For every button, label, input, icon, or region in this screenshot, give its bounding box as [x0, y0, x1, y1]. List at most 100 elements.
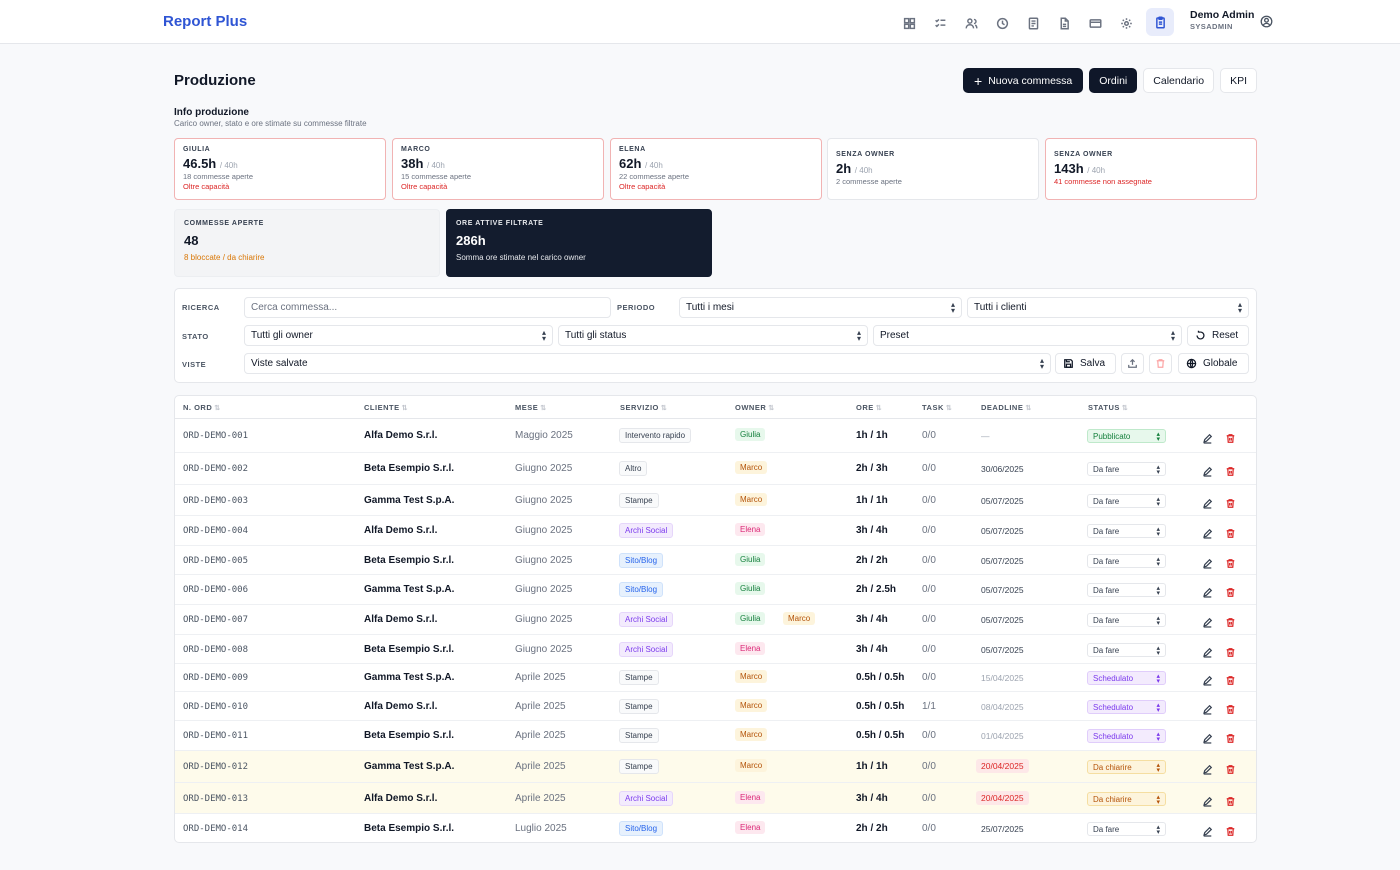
- order-number[interactable]: ORD-DEMO-006: [183, 585, 249, 595]
- trash-icon[interactable]: [1225, 496, 1236, 508]
- reset-button[interactable]: Reset: [1187, 325, 1249, 346]
- edit-icon[interactable]: [1202, 702, 1213, 715]
- edit-icon[interactable]: [1202, 464, 1213, 477]
- col-header-mese[interactable]: MESE ⇅: [515, 403, 547, 412]
- status-select[interactable]: Schedulato ▴ ▾: [1087, 729, 1166, 743]
- owner-card-giulia[interactable]: GIULIA 46.5h / 40h 18 commesse aperte Ol…: [174, 138, 386, 200]
- col-header-cliente[interactable]: CLIENTE ⇅: [364, 403, 408, 412]
- client-select[interactable]: Tutti i clienti ▴ ▾: [967, 297, 1249, 318]
- status-select[interactable]: Da fare ▴ ▾: [1087, 613, 1166, 627]
- trash-icon[interactable]: [1225, 702, 1236, 714]
- trash-icon[interactable]: [1225, 464, 1236, 476]
- users-icon[interactable]: [960, 13, 982, 35]
- trash-icon[interactable]: [1225, 585, 1236, 597]
- col-header-owner[interactable]: OWNER ⇅: [735, 403, 775, 412]
- tab-ordini[interactable]: Ordini: [1089, 68, 1138, 93]
- save-view-button[interactable]: Salva: [1055, 353, 1116, 374]
- clipboard-icon[interactable]: [1146, 8, 1174, 36]
- edit-icon[interactable]: [1202, 645, 1213, 658]
- trash-icon[interactable]: [1225, 731, 1236, 743]
- user-menu[interactable]: Demo Admin SYSADMIN: [1190, 10, 1254, 32]
- col-header-status[interactable]: STATUS ⇅: [1088, 403, 1129, 412]
- status-select[interactable]: Tutti gli status ▴ ▾: [558, 325, 868, 346]
- preset-select[interactable]: Preset ▴ ▾: [873, 325, 1182, 346]
- edit-icon[interactable]: [1202, 762, 1213, 775]
- checklist-icon[interactable]: [929, 13, 951, 35]
- status-select[interactable]: Da fare ▴ ▾: [1087, 462, 1166, 476]
- edit-icon[interactable]: [1202, 731, 1213, 744]
- edit-icon[interactable]: [1202, 556, 1213, 569]
- col-header-ord[interactable]: N. ORD ⇅: [183, 403, 221, 412]
- status-select[interactable]: Da chiarire ▴ ▾: [1087, 792, 1166, 806]
- order-number[interactable]: ORD-DEMO-007: [183, 615, 249, 625]
- edit-icon[interactable]: [1202, 496, 1213, 509]
- status-select[interactable]: Schedulato ▴ ▾: [1087, 671, 1166, 685]
- edit-icon[interactable]: [1202, 615, 1213, 628]
- owner-card-unassigned[interactable]: SENZA OWNER 143h / 40h 41 commesse non a…: [1045, 138, 1257, 200]
- gear-icon[interactable]: [1115, 13, 1137, 35]
- trash-icon[interactable]: [1225, 645, 1236, 657]
- order-number[interactable]: ORD-DEMO-003: [183, 496, 249, 506]
- order-number[interactable]: ORD-DEMO-008: [183, 645, 249, 655]
- user-circle-icon[interactable]: [1260, 15, 1273, 28]
- status-select[interactable]: Da fare ▴ ▾: [1087, 524, 1166, 538]
- dashboard-icon[interactable]: [898, 13, 920, 35]
- search-input[interactable]: Cerca commessa...: [244, 297, 611, 318]
- delete-view-button[interactable]: [1149, 353, 1172, 374]
- edit-icon[interactable]: [1202, 673, 1213, 686]
- tab-calendario[interactable]: Calendario: [1143, 68, 1215, 93]
- owner-card-marco[interactable]: MARCO 38h / 40h 15 commesse aperte Oltre…: [392, 138, 604, 200]
- trash-icon[interactable]: [1225, 794, 1236, 806]
- edit-icon[interactable]: [1202, 431, 1213, 444]
- status-select[interactable]: Da chiarire ▴ ▾: [1087, 760, 1166, 774]
- status-select[interactable]: Pubblicato ▴ ▾: [1087, 429, 1166, 443]
- status-select[interactable]: Da fare ▴ ▾: [1087, 583, 1166, 597]
- col-header-deadline[interactable]: DEADLINE ⇅: [981, 403, 1032, 412]
- trash-icon[interactable]: [1225, 615, 1236, 627]
- col-header-ore[interactable]: ORE ⇅: [856, 403, 883, 412]
- trash-icon[interactable]: [1225, 431, 1236, 443]
- tab-kpi[interactable]: KPI: [1220, 68, 1257, 93]
- owner-card-elena[interactable]: ELENA 62h / 40h 22 commesse aperte Oltre…: [610, 138, 822, 200]
- order-number[interactable]: ORD-DEMO-004: [183, 526, 249, 536]
- order-number[interactable]: ORD-DEMO-010: [183, 702, 249, 712]
- col-header-task[interactable]: TASK ⇅: [922, 403, 953, 412]
- status-select[interactable]: Da fare ▴ ▾: [1087, 822, 1166, 836]
- order-number[interactable]: ORD-DEMO-001: [183, 431, 249, 441]
- order-number[interactable]: ORD-DEMO-012: [183, 762, 249, 772]
- trash-icon[interactable]: [1225, 824, 1236, 836]
- owner-card-senza-owner[interactable]: SENZA OWNER 2h / 40h 2 commesse aperte: [827, 138, 1039, 200]
- trash-icon: [1156, 359, 1165, 368]
- status-select[interactable]: Da fare ▴ ▾: [1087, 494, 1166, 508]
- new-commessa-button[interactable]: + Nuova commessa: [963, 68, 1084, 93]
- status-select[interactable]: Da fare ▴ ▾: [1087, 554, 1166, 568]
- order-number[interactable]: ORD-DEMO-005: [183, 556, 249, 566]
- card-icon[interactable]: [1084, 13, 1106, 35]
- status-select[interactable]: Da fare ▴ ▾: [1087, 643, 1166, 657]
- edit-icon[interactable]: [1202, 526, 1213, 539]
- edit-icon[interactable]: [1202, 585, 1213, 598]
- document-icon[interactable]: [1022, 13, 1044, 35]
- status-select[interactable]: Schedulato ▴ ▾: [1087, 700, 1166, 714]
- order-number[interactable]: ORD-DEMO-002: [183, 464, 249, 474]
- trash-icon[interactable]: [1225, 762, 1236, 774]
- saved-views-select[interactable]: Viste salvate ▴ ▾: [244, 353, 1051, 374]
- edit-icon[interactable]: [1202, 794, 1213, 807]
- file-icon[interactable]: [1053, 13, 1075, 35]
- trash-icon[interactable]: [1225, 526, 1236, 538]
- order-number[interactable]: ORD-DEMO-011: [183, 731, 249, 741]
- order-number[interactable]: ORD-DEMO-014: [183, 824, 249, 834]
- global-button[interactable]: Globale: [1178, 353, 1249, 374]
- export-button[interactable]: [1121, 353, 1144, 374]
- edit-icon[interactable]: [1202, 824, 1213, 837]
- chevron-updown-icon: ▴ ▾: [1156, 824, 1160, 836]
- trash-icon[interactable]: [1225, 556, 1236, 568]
- month-select[interactable]: Tutti i mesi ▴ ▾: [679, 297, 962, 318]
- order-number[interactable]: ORD-DEMO-009: [183, 673, 249, 683]
- order-number[interactable]: ORD-DEMO-013: [183, 794, 249, 804]
- trash-icon[interactable]: [1225, 673, 1236, 685]
- clock-icon[interactable]: [991, 13, 1013, 35]
- owner-select[interactable]: Tutti gli owner ▴ ▾: [244, 325, 553, 346]
- col-header-servizio[interactable]: SERVIZIO ⇅: [620, 403, 668, 412]
- brand-logo[interactable]: Report Plus: [163, 13, 248, 30]
